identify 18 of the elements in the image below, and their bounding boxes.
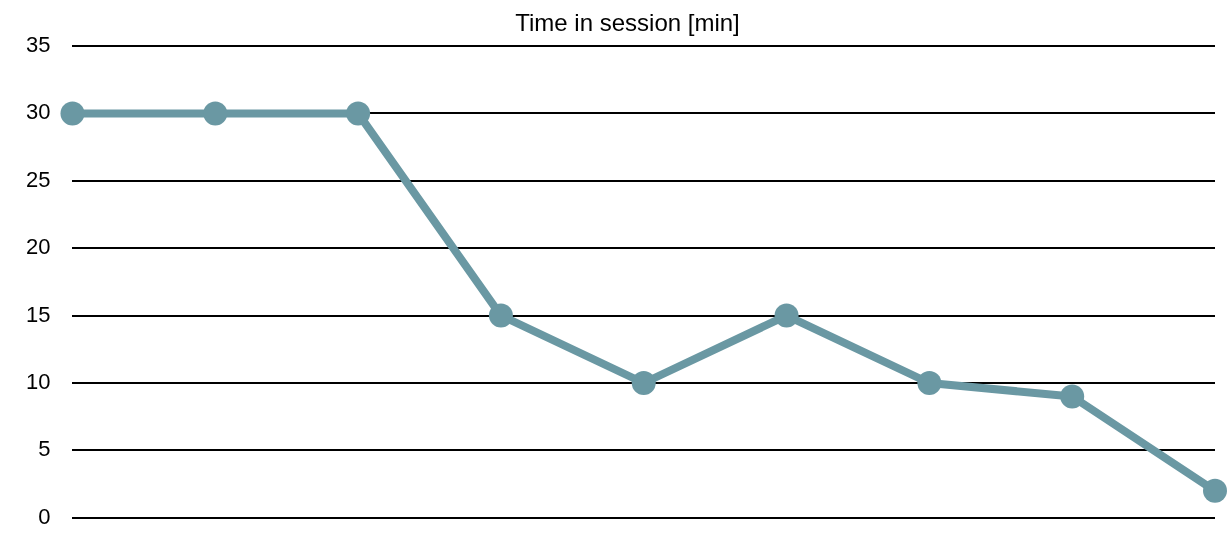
- y-tick-label: 25: [25, 166, 51, 192]
- y-tick-label: 0: [38, 503, 51, 529]
- point: [631, 371, 656, 395]
- point: [1060, 384, 1085, 409]
- y-tick-label: 20: [25, 234, 51, 260]
- y-tick-label: 30: [25, 99, 51, 125]
- y-tick-label: 15: [25, 301, 51, 327]
- y-tick-label: 5: [38, 436, 51, 462]
- point: [203, 101, 228, 126]
- y-tick-label: 10: [25, 369, 51, 395]
- point: [917, 371, 942, 395]
- point: [1203, 478, 1227, 503]
- y-tick-label: 35: [25, 32, 51, 58]
- point: [60, 101, 85, 126]
- text: Time in session [min]: [515, 8, 740, 36]
- point: [774, 303, 799, 328]
- point: [488, 303, 513, 328]
- point: [346, 101, 371, 126]
